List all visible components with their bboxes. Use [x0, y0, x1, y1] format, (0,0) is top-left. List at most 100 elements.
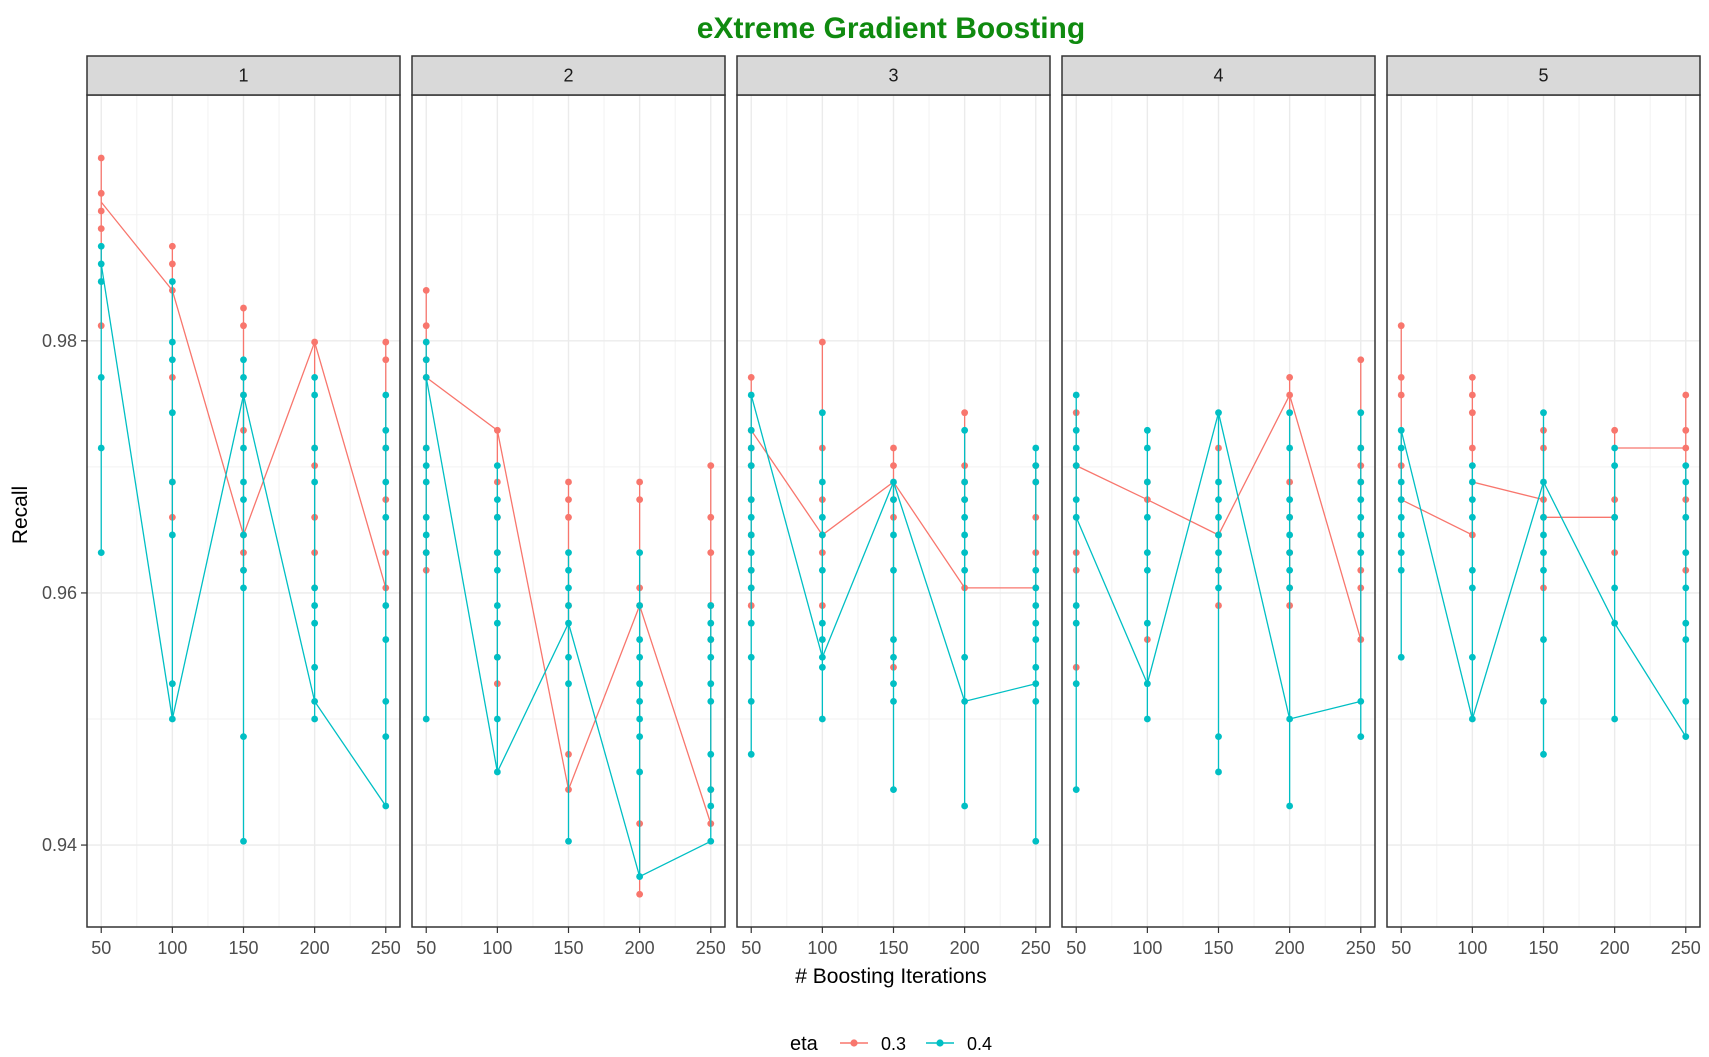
data-point: [1286, 513, 1294, 521]
data-point: [168, 356, 176, 364]
data-point: [240, 373, 247, 381]
data-point: [1072, 444, 1080, 452]
data-point: [747, 584, 755, 592]
data-point: [1286, 549, 1294, 556]
data-point: [636, 890, 644, 898]
data-point: [1357, 356, 1365, 364]
data-point: [311, 663, 319, 671]
data-point: [1682, 697, 1690, 705]
data-point: [311, 619, 319, 627]
facet-strip-label: 1: [238, 66, 248, 86]
x-tick-label: 200: [950, 938, 980, 958]
data-point: [1468, 566, 1476, 574]
data-point: [961, 478, 969, 486]
data-point: [747, 619, 755, 627]
data-point: [1397, 426, 1405, 434]
data-point: [1468, 409, 1476, 417]
data-point: [1286, 531, 1294, 539]
data-point: [1540, 697, 1547, 705]
data-point: [1143, 619, 1151, 627]
facet-strip: [86, 55, 401, 96]
facet-strip: [1061, 55, 1376, 96]
data-point: [1397, 373, 1405, 381]
data-point: [1611, 462, 1619, 470]
data-point: [1540, 566, 1547, 574]
data-point: [1032, 602, 1040, 609]
data-point: [1032, 663, 1040, 671]
x-tick-label: 200: [1275, 938, 1305, 958]
data-point: [1143, 566, 1151, 574]
data-point: [382, 444, 390, 452]
data-point: [818, 566, 826, 574]
x-tick-label: 50: [91, 938, 111, 958]
data-point: [382, 391, 390, 399]
data-point: [890, 680, 897, 688]
data-point: [311, 697, 319, 705]
data-point: [311, 373, 319, 381]
data-point: [1468, 391, 1476, 399]
legend-title: eta: [790, 1033, 819, 1055]
data-point: [168, 409, 176, 417]
data-point: [1286, 444, 1294, 452]
data-point: [961, 802, 969, 810]
data-point: [97, 189, 105, 197]
series-0-4: [422, 338, 715, 880]
data-point: [961, 697, 969, 705]
data-point: [1286, 715, 1294, 723]
data-point: [636, 636, 644, 643]
data-point: [747, 426, 755, 434]
data-point: [565, 496, 572, 504]
data-point: [97, 225, 105, 233]
data-point: [1072, 602, 1080, 609]
data-point: [382, 602, 390, 609]
data-point: [1215, 496, 1222, 504]
data-point: [707, 680, 715, 688]
data-point: [565, 584, 572, 592]
data-point: [422, 462, 430, 470]
series-0-4: [747, 391, 1040, 845]
data-point: [311, 602, 319, 609]
data-point: [240, 478, 247, 486]
y-tick-label: 0.96: [42, 583, 77, 603]
data-point: [890, 444, 897, 452]
data-point: [1215, 513, 1222, 521]
data-point: [1286, 496, 1294, 504]
data-point: [1468, 653, 1476, 661]
data-point: [311, 391, 319, 399]
data-point: [1215, 768, 1222, 776]
data-point: [565, 619, 572, 627]
data-point: [961, 513, 969, 521]
data-point: [240, 496, 247, 504]
facet-strip: [736, 55, 1051, 96]
data-point: [422, 338, 430, 346]
data-point: [1540, 636, 1547, 643]
data-point: [1468, 462, 1476, 470]
x-axis-title: # Boosting Iterations: [795, 965, 986, 988]
data-point: [1032, 697, 1040, 705]
data-point: [382, 426, 390, 434]
data-point: [890, 531, 897, 539]
data-point: [1682, 636, 1690, 643]
data-point: [565, 680, 572, 688]
data-point: [1143, 478, 1151, 486]
data-point: [707, 786, 715, 793]
data-point: [818, 531, 826, 539]
data-point: [961, 549, 969, 556]
x-tick-label: 100: [482, 938, 512, 958]
data-point: [1540, 549, 1547, 556]
data-point: [1357, 531, 1365, 539]
data-point: [1540, 531, 1547, 539]
data-point: [97, 444, 105, 452]
x-tick-label: 50: [741, 938, 761, 958]
data-point: [747, 653, 755, 661]
data-point: [311, 444, 319, 452]
data-point: [1357, 444, 1365, 452]
data-point: [1143, 549, 1151, 556]
data-point: [707, 837, 715, 845]
data-point: [1286, 566, 1294, 574]
data-point: [240, 391, 247, 399]
data-point: [1357, 513, 1365, 521]
data-point: [422, 444, 430, 452]
data-point: [1397, 653, 1405, 661]
